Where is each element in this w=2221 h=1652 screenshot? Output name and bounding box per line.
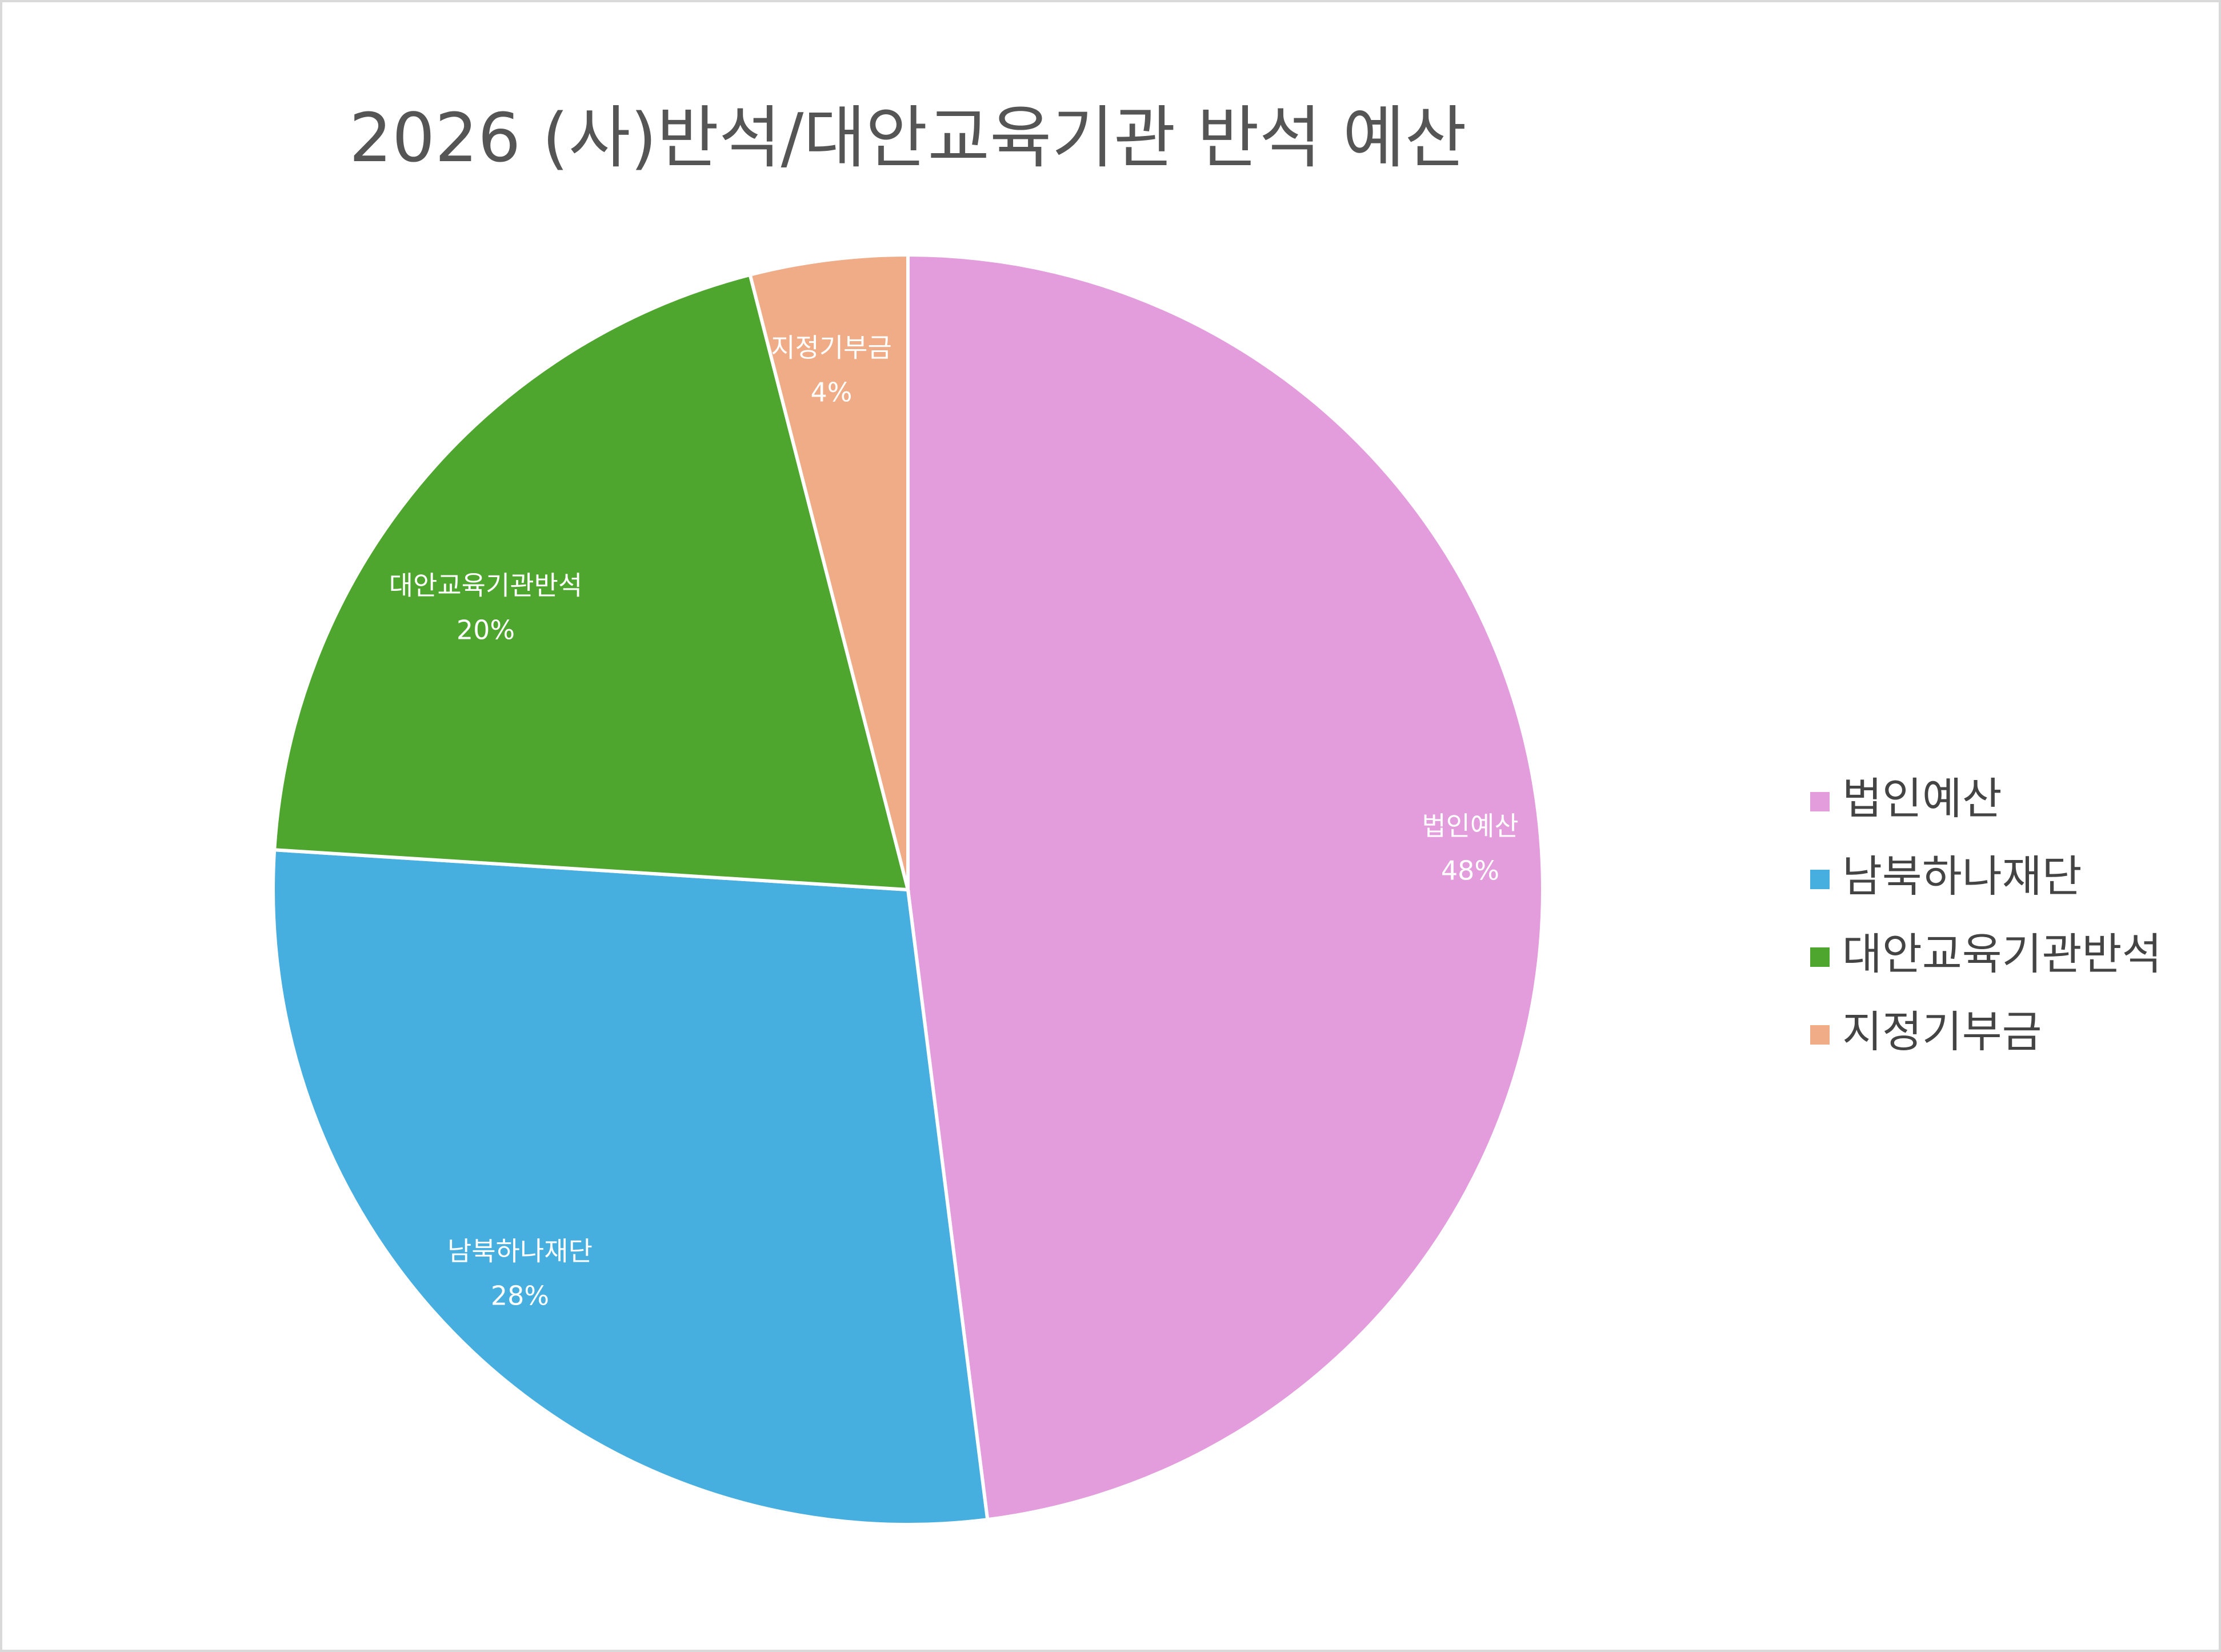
slice-label-value: 20% [457,615,515,646]
pie-slice [906,253,1545,1522]
slice-label-value: 28% [491,1281,549,1311]
legend-label: 지정기부금 [1842,1006,2042,1057]
pie-slice [273,273,910,892]
slice-label-value: 48% [1441,855,1499,886]
slice-label-name: 법인예산 [1422,811,1518,842]
legend-swatch [1810,870,1830,889]
pie-slice [748,253,910,890]
slice-label-name: 지정기부금 [771,333,892,363]
legend-swatch [1810,947,1830,967]
slice-label-name: 남북하나재단 [447,1236,593,1267]
slice-label-value: 4% [811,377,853,408]
slice-label-name: 대안교육기관반석 [389,570,583,601]
legend-label: 법인예산 [1842,773,2002,824]
legend-label: 대안교육기관반석 [1842,929,2162,979]
legend-swatch [1810,1025,1830,1045]
pie-slice [271,848,990,1526]
legend-swatch [1810,792,1830,811]
chart-title: 2026 (사)반석/대안교육기관 반석 예산 [349,98,1467,177]
legend-label: 남북하나재단 [1842,851,2082,902]
